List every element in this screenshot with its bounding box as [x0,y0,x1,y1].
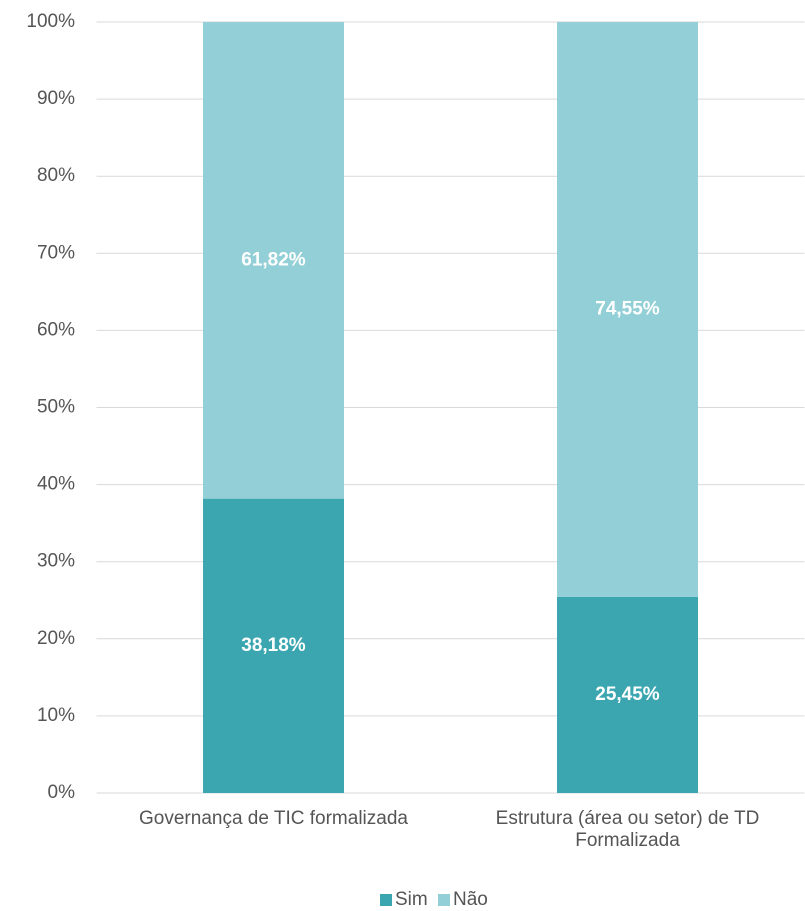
value-label: 25,45% [595,684,660,705]
y-tick-label: 40% [37,474,75,495]
legend-swatch [438,894,450,906]
legend-item: Não [438,889,488,911]
x-tick-label: Governança de TIC formalizada [139,808,408,829]
value-label: 74,55% [595,298,660,319]
value-label: 61,82% [241,249,306,270]
y-tick-label: 70% [37,242,75,263]
value-label: 38,18% [241,635,306,656]
y-tick-label: 20% [37,628,75,649]
legend-label: Não [453,889,488,910]
bar-segment [203,22,344,499]
y-tick-label: 50% [37,397,75,418]
x-tick-label: Estrutura (área ou setor) de TD Formaliz… [495,808,760,851]
y-tick-label: 60% [37,319,75,340]
legend-item: Sim [380,889,428,911]
y-tick-label: 90% [37,88,75,109]
y-tick-label: 10% [37,705,75,726]
bar-segment [557,596,698,793]
legend-swatch [380,894,392,906]
y-tick-label: 80% [37,165,75,186]
bar-segment [557,22,698,597]
y-tick-label: 100% [26,11,75,32]
y-tick-label: 30% [37,551,75,572]
legend-label: Sim [395,889,428,910]
y-tick-label: 0% [48,782,76,803]
bar-segment [203,498,344,793]
